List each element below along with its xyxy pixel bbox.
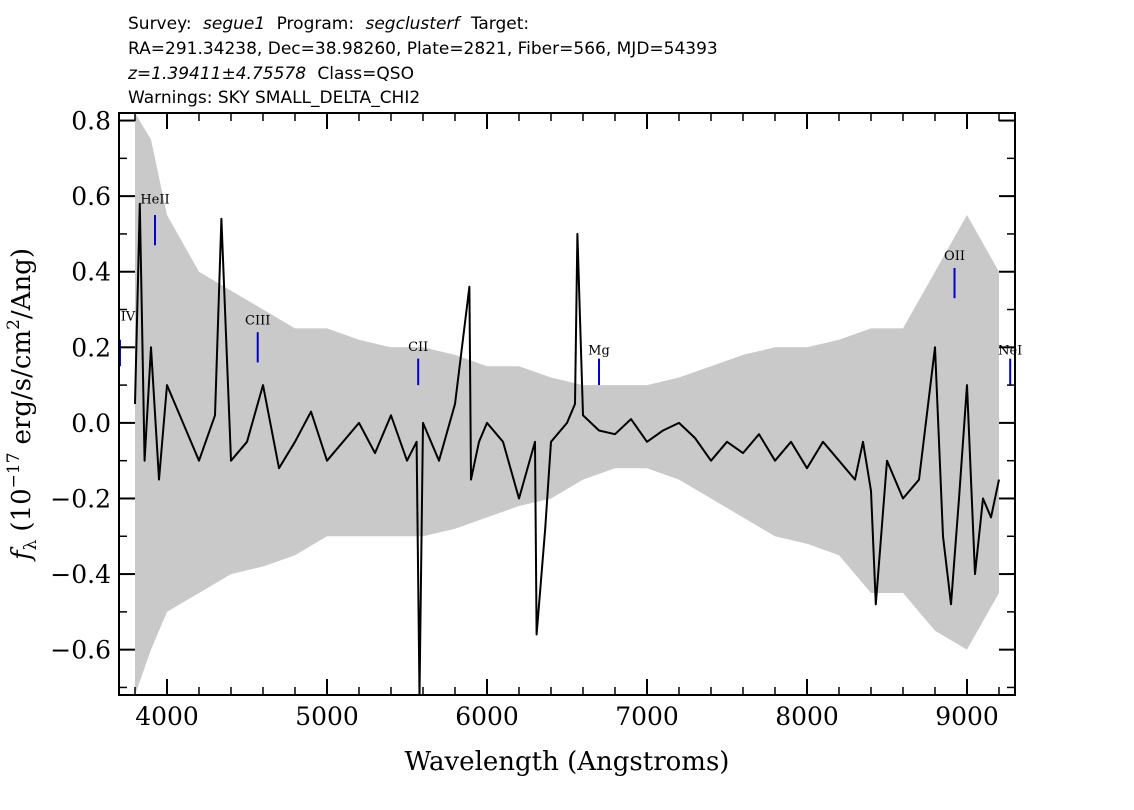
y-axis-title-sq: 2 (4, 319, 24, 330)
x-tick-label: 7000 (615, 702, 679, 731)
target-label: Target: (470, 14, 529, 34)
line-label-nei: NeI (998, 344, 1022, 359)
header-line-2: RA=291.34238, Dec=38.98260, Plate=2821, … (128, 39, 718, 59)
x-tick-label: 6000 (455, 702, 519, 731)
y-tick-label: 0.6 (71, 182, 111, 211)
y-tick-label: 0.2 (71, 333, 111, 362)
y-axis-title-open: (10 (7, 488, 37, 531)
y-tick-label: −0.4 (50, 560, 111, 589)
y-tick-label: −0.6 (50, 636, 111, 665)
header-line-1: Survey: segue1 Program: segclusterf Targ… (128, 14, 529, 34)
line-label-cii: CII (408, 340, 428, 355)
class-value: Class=QSO (317, 64, 414, 84)
flux-series-line (134, 202, 1000, 695)
y-axis-title-rest: erg/s/cm (7, 330, 37, 445)
header-line-3: z=1.39411±4.75578 Class=QSO (127, 64, 414, 84)
y-axis-title-exp: −17 (4, 452, 24, 488)
series-layer (134, 113, 1000, 695)
line-label-ciii: CIII (245, 313, 270, 328)
redshift-value: z=1.39411±4.75578 (127, 64, 306, 84)
x-axis-title: Wavelength (Angstroms) (405, 747, 730, 777)
line-label-oii: OII (944, 249, 965, 264)
y-tick-label: 0.0 (71, 409, 111, 438)
y-tick-label: 0.8 (71, 107, 111, 136)
x-tick-label: 8000 (775, 702, 839, 731)
survey-value: segue1 (203, 14, 265, 34)
line-annotation-layer: IV HeII CIII CII Mg OII NeI (118, 192, 1022, 386)
line-label-iv: IV (121, 310, 136, 325)
program-label: Program: (277, 14, 354, 34)
program-value: segclusterf (365, 14, 462, 34)
line-label-mg: Mg (588, 344, 610, 359)
y-axis-title-tail: /Ang) (7, 248, 37, 319)
y-axis-title: fλ(10−17erg/s/cm2/Ang) (4, 248, 41, 562)
error-envelope-series (135, 113, 999, 695)
line-label-heii: HeII (140, 192, 169, 207)
x-tick-label: 5000 (295, 702, 359, 731)
x-tick-label: 4000 (135, 702, 199, 731)
plot-frame (118, 112, 1016, 696)
y-axis-title-sub: λ (21, 539, 41, 550)
warnings-line: Warnings: SKY SMALL_DELTA_CHI2 (128, 88, 420, 108)
y-tick-label: 0.4 (71, 258, 111, 287)
axis-tick-layer: 4000 5000 6000 7000 8000 9000 −0.6 −0.4 −0.2 0.0 0… (50, 107, 1015, 731)
x-tick-label: 9000 (935, 702, 999, 731)
survey-label: Survey: (128, 14, 192, 34)
y-tick-label: −0.2 (50, 484, 111, 513)
